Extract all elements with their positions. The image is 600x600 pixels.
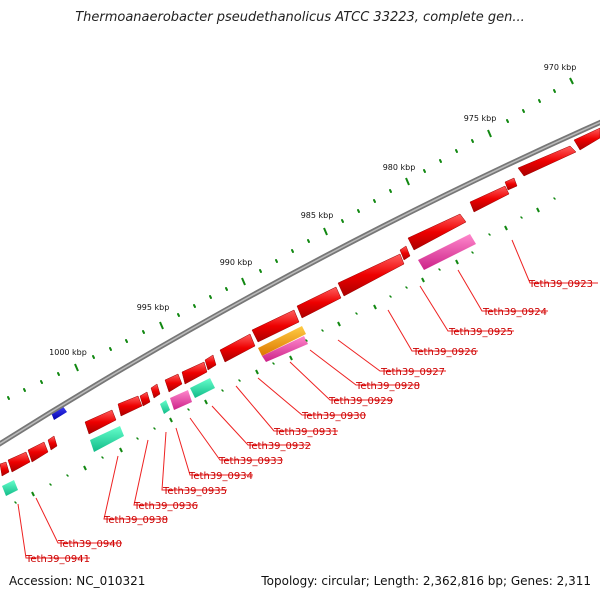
gene-label: Teth39_0935 [162, 486, 227, 497]
scale-label: 980 kbp [383, 163, 416, 172]
summary-text: Topology: circular; Length: 2,362,816 bp… [261, 574, 591, 588]
scale-label: 985 kbp [301, 211, 334, 220]
gene-label: Teth39_0924 [482, 307, 547, 318]
gene-label: Teth39_0923 [528, 279, 593, 290]
scale-label: 1000 kbp [49, 348, 87, 357]
gene-label: Teth39_0931 [273, 427, 338, 438]
scale-label: 995 kbp [137, 303, 170, 312]
gene-label: Teth39_0927 [380, 367, 445, 378]
accession-text: Accession: NC_010321 [9, 574, 146, 588]
cds-track [0, 127, 600, 477]
leader-lines [17, 239, 598, 559]
gene-label: Teth39_0929 [328, 396, 393, 407]
gene-label: Teth39_0933 [218, 456, 283, 467]
gene-labels: Teth39_0923 Teth39_0924 Teth39_0925 Teth… [25, 279, 593, 565]
gene-label: Teth39_0932 [246, 441, 311, 452]
gene-label: Teth39_0925 [448, 327, 513, 338]
scale-label: 970 kbp [544, 63, 577, 72]
scale-labels: 970 kbp 975 kbp 980 kbp 985 kbp 990 kbp … [49, 63, 576, 357]
inner-dots [14, 197, 556, 504]
gene-label: Teth39_0940 [57, 539, 122, 550]
gene-label: Teth39_0941 [25, 554, 90, 565]
scale-ticks [7, 77, 574, 400]
gene-label: Teth39_0934 [188, 471, 253, 482]
gene-label: Teth39_0926 [412, 347, 477, 358]
gene-label: Teth39_0928 [355, 381, 420, 392]
gene-label: Teth39_0930 [301, 411, 366, 422]
gene-label: Teth39_0936 [133, 501, 198, 512]
gene-label: Teth39_0938 [103, 515, 168, 526]
scale-label: 990 kbp [220, 258, 253, 267]
rna-track [2, 234, 476, 496]
inner-ticks [31, 207, 540, 497]
map-title: Thermoanaerobacter pseudethanolicus ATCC… [75, 10, 525, 25]
genome-backbone [0, 119, 600, 447]
scale-label: 975 kbp [464, 114, 497, 123]
